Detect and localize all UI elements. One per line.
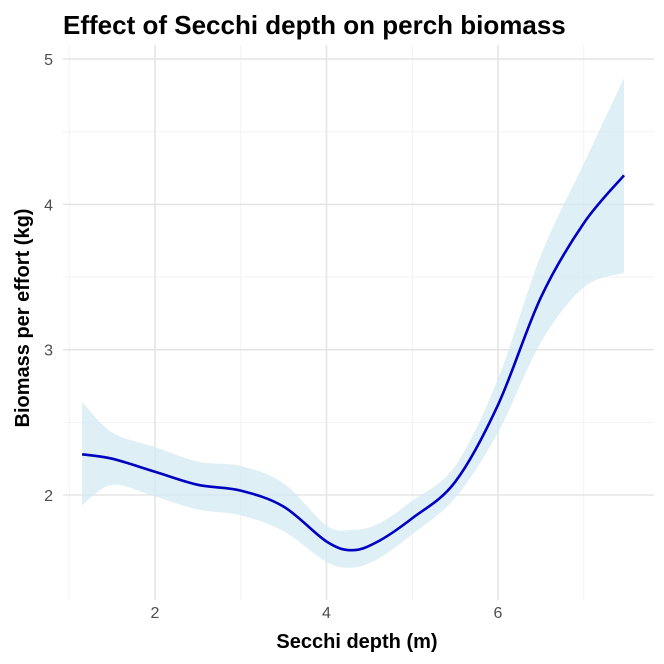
- y-tick-label: 3: [44, 343, 53, 360]
- tick-labels: 2 4 6 2 3 4 5: [44, 52, 502, 622]
- y-tick-label: 2: [44, 488, 53, 505]
- x-axis-title: Secchi depth (m): [276, 631, 437, 653]
- x-tick-label: 4: [322, 605, 331, 622]
- y-axis-title: Biomass per effort (kg): [12, 209, 34, 428]
- y-tick-label: 5: [44, 52, 53, 69]
- grid-lines: [63, 45, 654, 600]
- smooth-curve: [81, 174, 626, 552]
- x-tick-label: 2: [151, 605, 160, 622]
- x-tick-label: 6: [494, 605, 503, 622]
- confidence-band: [82, 77, 625, 568]
- chart-title: Effect of Secchi depth on perch biomass: [63, 10, 566, 40]
- y-tick-label: 4: [44, 197, 53, 214]
